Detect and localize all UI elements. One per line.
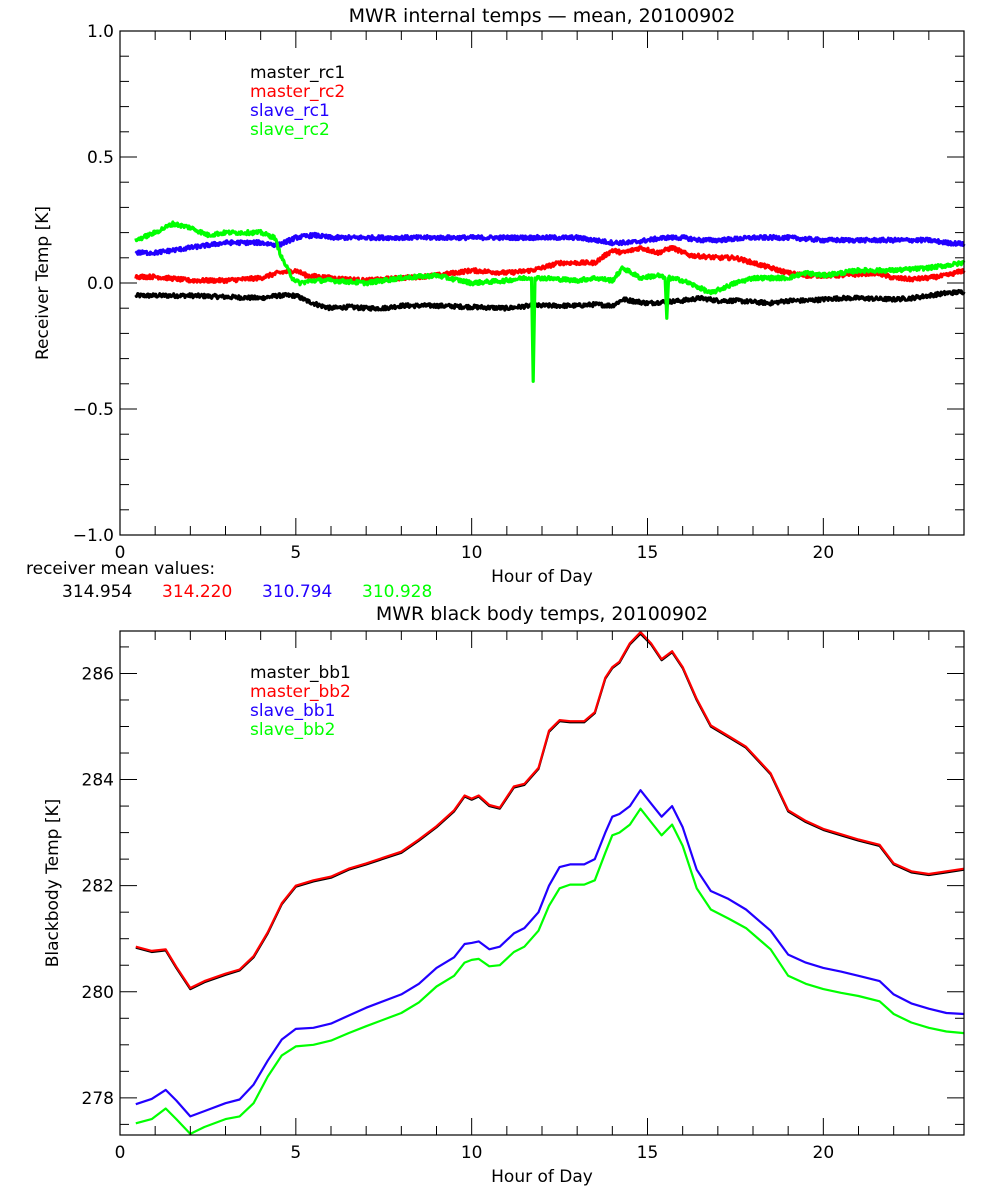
x-tick-label: 20 (813, 1143, 835, 1163)
chart-title: MWR internal temps — mean, 20100902 (349, 5, 736, 27)
receiver-mean-value: 314.954 (62, 582, 132, 602)
y-tick-label: 278 (82, 1089, 114, 1109)
blackbody-temp-chart: MWR black body temps, 20100902 0 5 10 15 20 … (43, 603, 965, 1187)
x-tick-label: 0 (115, 543, 126, 563)
x-tick-label: 10 (461, 1143, 483, 1163)
y-tick-label: 0.5 (87, 148, 114, 168)
y-tick-label: −1.0 (73, 526, 114, 546)
receiver-mean-values: 314.954 314.220 310.794 310.928 (62, 582, 432, 602)
series-line-master_bb2 (135, 631, 965, 990)
y-tick-labels: 278 280 282 284 286 (82, 664, 114, 1108)
series-lines (134, 220, 966, 383)
axis-ticks (119, 30, 965, 536)
plot-frame (119, 630, 965, 1136)
y-tick-label: 284 (82, 771, 114, 791)
x-tick-label: 15 (637, 1143, 659, 1163)
x-tick-label: 15 (637, 543, 659, 563)
series-line-slave_bb1 (135, 789, 965, 1118)
axis-ticks (119, 631, 965, 1135)
legend-entry-master_bb2: master_bb2 (250, 682, 351, 702)
x-tick-label: 0 (115, 1143, 126, 1163)
x-tick-labels: 0 5 10 15 20 (115, 1143, 835, 1163)
x-tick-label: 10 (461, 543, 483, 563)
receiver-mean-value: 314.220 (162, 582, 232, 602)
y-tick-labels: −1.0 −0.5 0.0 0.5 1.0 (73, 22, 114, 546)
plot-frame (119, 30, 965, 536)
x-axis-label: Hour of Day (491, 1167, 593, 1187)
legend-entry-slave_bb2: slave_bb2 (250, 720, 335, 740)
legend-entry-master_rc1: master_rc1 (250, 63, 345, 83)
receiver-mean-value: 310.928 (362, 582, 432, 602)
y-axis-label: Blackbody Temp [K] (43, 799, 63, 968)
series-line-slave_bb2 (135, 807, 965, 1135)
series-lines (135, 631, 965, 1135)
legend-entry-master_rc2: master_rc2 (250, 82, 345, 102)
x-tick-label: 20 (813, 543, 835, 563)
y-tick-label: 286 (82, 664, 114, 684)
y-tick-label: 0.0 (87, 274, 114, 294)
legend-entry-slave_bb1: slave_bb1 (250, 701, 335, 721)
y-tick-label: 1.0 (87, 22, 114, 42)
x-tick-label: 5 (290, 543, 301, 563)
x-tick-labels: 0 5 10 15 20 (115, 543, 835, 563)
legend-entry-slave_rc1: slave_rc1 (250, 101, 330, 121)
y-tick-label: 282 (82, 877, 114, 897)
receiver-mean-value: 310.794 (262, 582, 332, 602)
receiver-temp-chart: MWR internal temps — mean, 20100902 0 5 10… (26, 5, 966, 602)
chart-title: MWR black body temps, 20100902 (376, 603, 708, 625)
series-line-slave_rc2 (134, 220, 966, 383)
legend-entry-slave_rc2: slave_rc2 (250, 120, 330, 140)
series-line-master_rc1 (134, 289, 966, 312)
receiver-mean-label: receiver mean values: (26, 559, 215, 579)
x-axis-label: Hour of Day (491, 567, 593, 587)
y-axis-label: Receiver Temp [K] (33, 206, 53, 360)
y-tick-label: 280 (82, 983, 114, 1003)
series-line-slave_rc1 (134, 231, 966, 257)
legend-entry-master_bb1: master_bb1 (250, 663, 351, 683)
x-tick-label: 5 (290, 1143, 301, 1163)
y-tick-label: −0.5 (73, 400, 114, 420)
